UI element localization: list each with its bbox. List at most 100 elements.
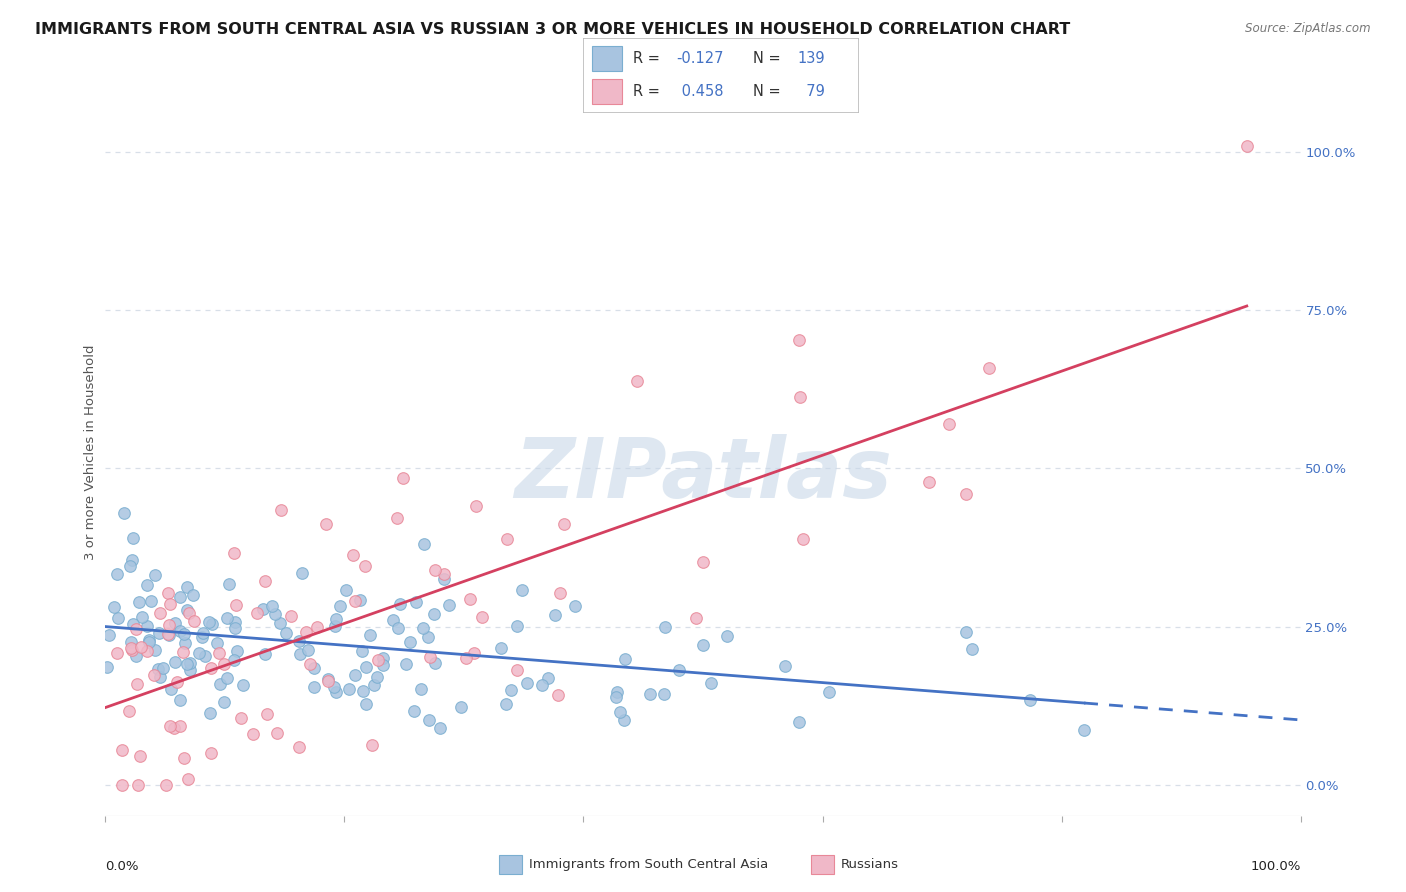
Point: [418, 713, 440, 727]
Point: [163, 721, 186, 735]
Point: [506, 663, 529, 677]
Point: [373, 651, 395, 665]
Point: [121, 642, 143, 657]
Text: N =: N =: [754, 52, 786, 66]
Text: -0.127: -0.127: [676, 52, 724, 66]
Point: [177, 772, 200, 787]
Point: [652, 687, 675, 701]
Point: [181, 588, 204, 602]
Point: [121, 616, 143, 631]
Point: [128, 595, 150, 609]
Point: [222, 546, 245, 560]
Point: [143, 568, 166, 582]
Point: [169, 624, 191, 639]
Point: [143, 643, 166, 657]
Point: [208, 646, 231, 660]
Point: [685, 611, 707, 625]
Text: Immigrants from South Central Asia: Immigrants from South Central Asia: [529, 858, 768, 871]
Point: [606, 685, 628, 699]
Point: [129, 640, 152, 654]
Point: [316, 672, 339, 686]
Point: [224, 621, 246, 635]
Point: [224, 615, 246, 629]
Point: [190, 630, 212, 644]
Point: [352, 684, 374, 698]
Point: [454, 651, 477, 665]
Point: [225, 644, 247, 658]
Point: [692, 555, 714, 569]
Point: [977, 361, 1000, 376]
Point: [201, 616, 224, 631]
Point: [263, 607, 285, 621]
Point: [194, 648, 217, 663]
Text: 0.0%: 0.0%: [105, 860, 139, 872]
Point: [205, 636, 228, 650]
Point: [463, 646, 485, 660]
Text: Russians: Russians: [841, 858, 898, 871]
Point: [537, 671, 560, 685]
Point: [349, 593, 371, 607]
Point: [176, 603, 198, 617]
Point: [613, 652, 636, 666]
Point: [433, 572, 456, 586]
Point: [692, 638, 714, 652]
Point: [122, 531, 145, 545]
Point: [288, 740, 311, 755]
Point: [280, 608, 302, 623]
Point: [176, 580, 198, 594]
Point: [269, 615, 291, 630]
Text: R =: R =: [633, 52, 665, 66]
Point: [103, 599, 125, 614]
Point: [136, 644, 159, 658]
Point: [131, 610, 153, 624]
Text: IMMIGRANTS FROM SOUTH CENTRAL ASIA VS RUSSIAN 3 OR MORE VEHICLES IN HOUSEHOLD CO: IMMIGRANTS FROM SOUTH CENTRAL ASIA VS RU…: [35, 22, 1070, 37]
Point: [200, 746, 222, 760]
Point: [419, 650, 441, 665]
Point: [609, 705, 631, 719]
Point: [148, 626, 170, 640]
Point: [225, 598, 247, 612]
Point: [200, 706, 222, 720]
Point: [120, 634, 142, 648]
Point: [295, 625, 318, 640]
Point: [335, 582, 357, 597]
Point: [367, 653, 389, 667]
Point: [489, 640, 512, 655]
Point: [297, 642, 319, 657]
Point: [423, 657, 446, 671]
Point: [373, 658, 395, 673]
Point: [97, 628, 120, 642]
Point: [179, 663, 201, 677]
Point: [128, 749, 150, 764]
Point: [187, 646, 209, 660]
Point: [209, 677, 232, 691]
Point: [325, 612, 347, 626]
Point: [124, 648, 146, 663]
Point: [413, 537, 436, 551]
Point: [159, 597, 181, 611]
Point: [149, 606, 172, 620]
Point: [773, 659, 796, 673]
Point: [165, 656, 187, 670]
Point: [183, 615, 205, 629]
Point: [418, 630, 440, 644]
Text: 79: 79: [797, 84, 825, 98]
Point: [955, 486, 977, 500]
Point: [564, 599, 586, 614]
Point: [654, 620, 676, 634]
Point: [329, 599, 352, 614]
Point: [302, 661, 325, 675]
Point: [169, 693, 191, 707]
Point: [510, 582, 533, 597]
Point: [352, 644, 374, 658]
Point: [270, 503, 292, 517]
Point: [506, 619, 529, 633]
Point: [789, 390, 811, 404]
Point: [960, 641, 983, 656]
Point: [173, 627, 195, 641]
Point: [409, 682, 432, 697]
Point: [127, 778, 149, 792]
Point: [96, 660, 118, 674]
Point: [547, 688, 569, 702]
Point: [212, 695, 235, 709]
